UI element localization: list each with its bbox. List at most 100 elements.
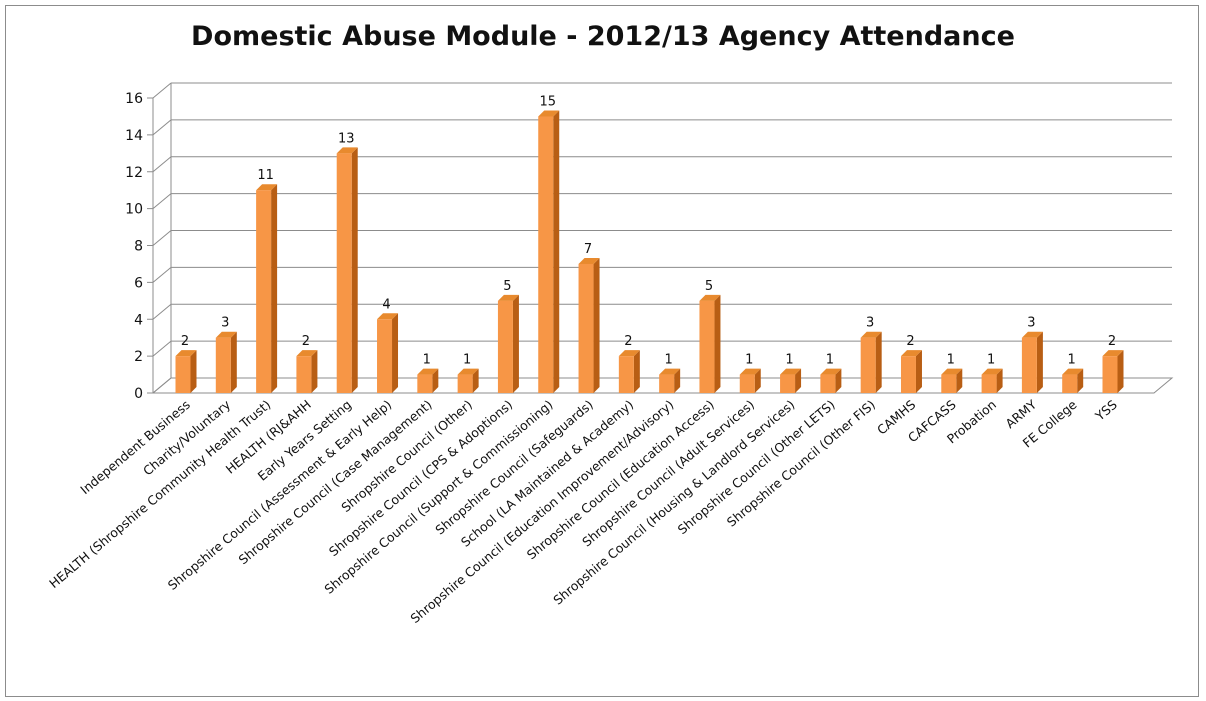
data-label: 7 bbox=[584, 242, 592, 257]
x-tick-label: YSS bbox=[1092, 397, 1120, 424]
bar-side bbox=[956, 368, 963, 393]
bar-front bbox=[659, 374, 675, 393]
bar-top bbox=[941, 368, 963, 375]
bar-side bbox=[633, 350, 640, 393]
data-label: 4 bbox=[382, 297, 390, 312]
bar-side bbox=[392, 313, 399, 393]
data-label: 2 bbox=[624, 334, 632, 349]
bar bbox=[377, 313, 399, 393]
bar-front bbox=[497, 300, 513, 393]
bar-front bbox=[457, 374, 473, 393]
bar-top bbox=[417, 368, 439, 375]
bar bbox=[820, 368, 842, 393]
bar-side bbox=[1117, 350, 1124, 393]
bar bbox=[538, 110, 560, 393]
data-label: 15 bbox=[539, 94, 556, 109]
bar-front bbox=[981, 374, 997, 393]
data-label: 2 bbox=[302, 334, 310, 349]
bar-top bbox=[820, 368, 842, 375]
bar-top bbox=[215, 331, 237, 338]
bar-front bbox=[780, 374, 796, 393]
bar-front bbox=[739, 374, 755, 393]
bar-side bbox=[190, 350, 197, 393]
y-tick-label: 12 bbox=[125, 165, 143, 181]
y-tick-label: 14 bbox=[125, 128, 143, 144]
data-label: 1 bbox=[947, 353, 955, 368]
bar bbox=[578, 257, 600, 393]
bar bbox=[215, 331, 237, 393]
gridline-side bbox=[152, 119, 172, 136]
bar-top bbox=[377, 313, 399, 320]
bar-front bbox=[256, 190, 272, 393]
data-label: 1 bbox=[987, 353, 995, 368]
y-tick-label: 2 bbox=[134, 349, 143, 365]
bar bbox=[780, 368, 802, 393]
data-label: 5 bbox=[705, 279, 713, 294]
bar-front bbox=[1062, 374, 1078, 393]
data-label: 3 bbox=[866, 316, 874, 331]
bar bbox=[900, 350, 922, 393]
data-label: 1 bbox=[665, 353, 673, 368]
bar-front bbox=[1021, 337, 1037, 393]
bar-side bbox=[674, 368, 681, 393]
bar-side bbox=[553, 110, 560, 393]
bar-top bbox=[336, 147, 358, 154]
bar-top bbox=[538, 110, 560, 117]
bar-front bbox=[699, 300, 715, 393]
bar-front bbox=[1102, 356, 1118, 393]
bar-side bbox=[1036, 331, 1043, 393]
bar-top bbox=[578, 257, 600, 264]
data-label: 2 bbox=[906, 334, 914, 349]
bar bbox=[1062, 368, 1084, 393]
bar-side bbox=[230, 331, 237, 393]
bar-side bbox=[835, 368, 842, 393]
data-label: 2 bbox=[181, 334, 189, 349]
bar-front bbox=[377, 319, 393, 393]
bar-side bbox=[271, 184, 278, 393]
chart-title: Domestic Abuse Module - 2012/13 Agency A… bbox=[191, 21, 1015, 52]
bar bbox=[336, 147, 358, 393]
bar bbox=[941, 368, 963, 393]
bar-top bbox=[699, 294, 721, 301]
bar-side bbox=[311, 350, 318, 393]
data-label: 1 bbox=[826, 353, 834, 368]
bar bbox=[1021, 331, 1043, 393]
data-label: 1 bbox=[463, 353, 471, 368]
bar-front bbox=[820, 374, 836, 393]
data-label: 1 bbox=[785, 353, 793, 368]
bar-top bbox=[659, 368, 681, 375]
gridline-side bbox=[152, 340, 172, 357]
gridline-side bbox=[152, 377, 172, 394]
bar-front bbox=[941, 374, 957, 393]
bar-side bbox=[1077, 368, 1084, 393]
gridline-side bbox=[152, 230, 172, 246]
bar bbox=[860, 331, 882, 393]
bar-front bbox=[215, 337, 231, 393]
bar-front bbox=[578, 263, 594, 393]
y-tick-label: 0 bbox=[134, 386, 143, 402]
bar-side bbox=[795, 368, 802, 393]
bar bbox=[981, 368, 1003, 393]
gridline-side bbox=[152, 266, 172, 283]
gridline-side bbox=[152, 303, 172, 320]
data-label: 1 bbox=[423, 353, 431, 368]
bar bbox=[497, 294, 519, 393]
bar-front bbox=[618, 356, 634, 393]
bar-side bbox=[915, 350, 922, 393]
bar-side bbox=[512, 294, 519, 393]
bar-side bbox=[875, 331, 882, 393]
bar-side bbox=[472, 368, 479, 393]
bar-top bbox=[618, 350, 640, 357]
bar bbox=[618, 350, 640, 393]
bar-top bbox=[1062, 368, 1084, 375]
bar-side bbox=[432, 368, 439, 393]
data-label: 11 bbox=[257, 168, 274, 183]
bar-top bbox=[457, 368, 479, 375]
bar-top bbox=[1021, 331, 1043, 338]
data-label: 2 bbox=[1108, 334, 1116, 349]
gridline-side bbox=[152, 193, 172, 210]
bar-side bbox=[351, 147, 358, 393]
bar-top bbox=[497, 294, 519, 301]
bar-top bbox=[780, 368, 802, 375]
